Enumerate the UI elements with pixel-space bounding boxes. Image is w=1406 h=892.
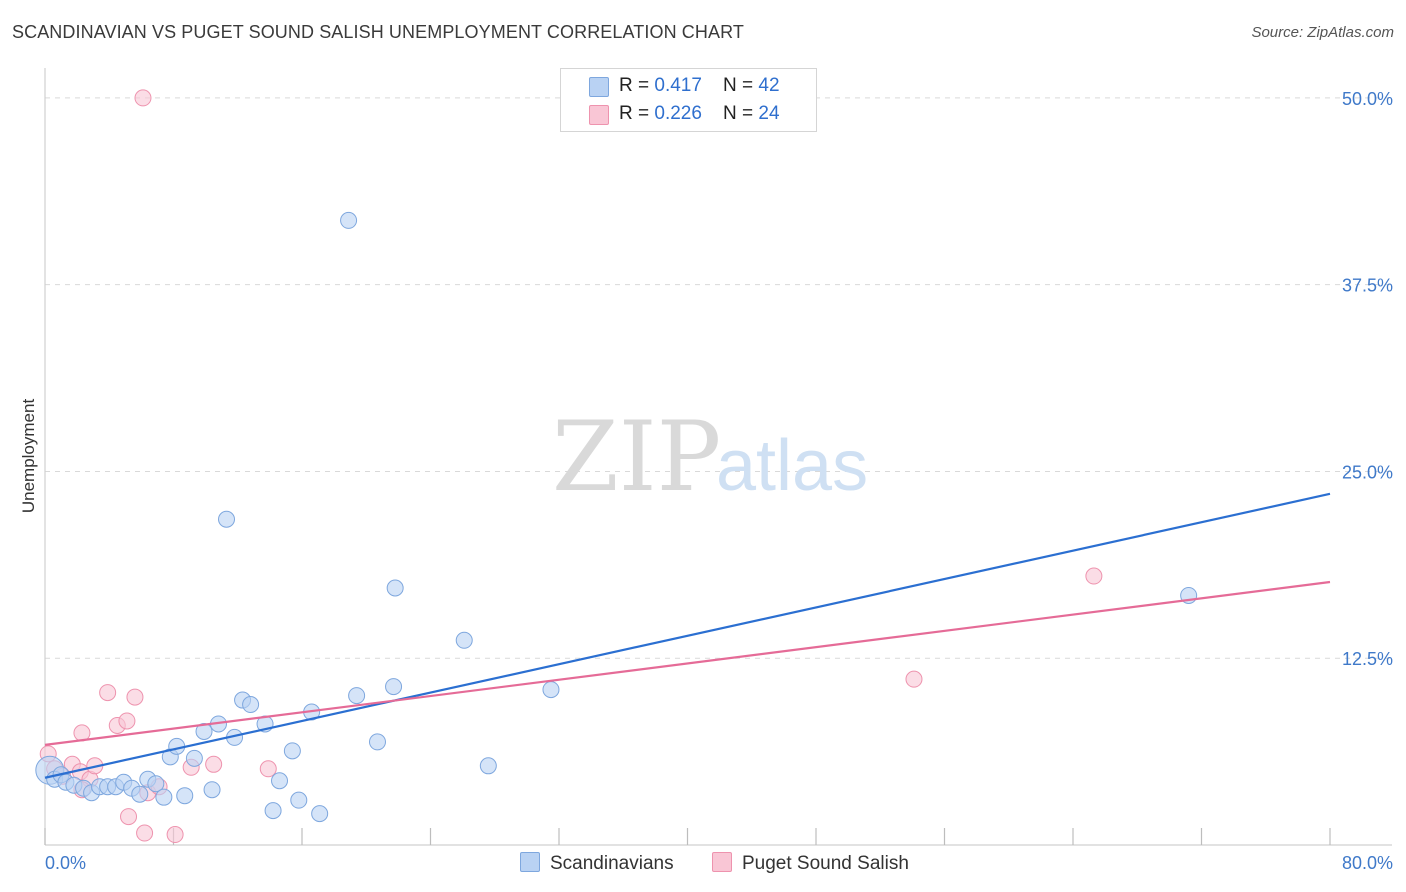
- source-label: Source: ZipAtlas.com: [1251, 24, 1394, 41]
- legend-r-label: R =: [619, 75, 655, 96]
- scandinavian-point: [264, 802, 282, 820]
- bottom-legend-puget-sound-salish[interactable]: Puget Sound Salish: [712, 852, 909, 875]
- puget-sound-salish-point: [259, 760, 277, 778]
- scandinavian-point: [479, 757, 497, 775]
- watermark: ZIP atlas: [552, 401, 868, 513]
- legend-n-label: N =: [723, 75, 759, 96]
- scandinavian-point: [203, 781, 221, 799]
- puget-sound-salish-point: [134, 89, 152, 107]
- legend-n-label: N =: [723, 103, 759, 124]
- puget-sound-salish-point: [99, 684, 117, 702]
- y-tick-label: 37.5%: [1342, 276, 1393, 296]
- legend-swatch-blue: [589, 77, 609, 97]
- y-axis-title: Unemployment: [19, 399, 38, 514]
- scandinavian-point: [283, 742, 301, 760]
- scandinavian-point: [131, 785, 149, 803]
- legend-r-value: 0.226: [654, 103, 702, 124]
- puget-sound-salish-trend-line: [44, 580, 1331, 746]
- bottom-legend-label: Puget Sound Salish: [742, 853, 909, 874]
- legend-r-label: R =: [619, 103, 655, 124]
- puget-sound-salish-point: [120, 808, 138, 826]
- scandinavian-point: [147, 775, 165, 793]
- scandinavians-trend-line: [44, 492, 1331, 779]
- grid-layer: [45, 97, 1392, 659]
- scandinavian-point: [271, 772, 289, 790]
- correlation-legend: R = 0.417 N = 42 R = 0.226 N = 24: [560, 68, 817, 132]
- legend-n-value: 42: [758, 75, 780, 96]
- y-tick-label: 50.0%: [1342, 89, 1393, 109]
- puget-sound-salish-point: [205, 755, 223, 773]
- scandinavian-point: [340, 211, 358, 229]
- y-tick-label: 12.5%: [1342, 649, 1393, 669]
- y-tick-label: 25.0%: [1342, 462, 1393, 482]
- scandinavian-point: [348, 687, 366, 705]
- scandinavian-point: [242, 696, 260, 714]
- legend-swatch-pink: [712, 852, 732, 872]
- scandinavian-point: [385, 678, 403, 696]
- scandinavian-point: [195, 722, 213, 740]
- chart-title: SCANDINAVIAN VS PUGET SOUND SALISH UNEMP…: [12, 22, 744, 42]
- scandinavian-point: [386, 579, 404, 597]
- puget-sound-salish-point: [166, 826, 184, 844]
- legend-swatch-blue: [520, 852, 540, 872]
- scandinavian-point: [311, 805, 329, 823]
- watermark-zip: ZIP: [552, 401, 721, 513]
- scandinavian-point: [290, 791, 308, 809]
- puget-sound-salish-point: [905, 670, 923, 688]
- scandinavians-points: [35, 211, 1198, 823]
- scandinavian-point: [218, 510, 236, 528]
- tick-labels: 12.5% 25.0% 37.5% 50.0% 0.0% 80.0% Unemploymen…: [19, 89, 1393, 873]
- legend-swatch-pink: [589, 105, 609, 125]
- puget-sound-salish-point: [136, 824, 154, 842]
- x-tick-label: 0.0%: [45, 853, 86, 873]
- watermark-atlas: atlas: [716, 426, 868, 506]
- scandinavian-point: [155, 788, 173, 806]
- scandinavian-point: [455, 631, 473, 649]
- legend-r-value: 0.417: [654, 75, 702, 96]
- legend-n-value: 24: [758, 103, 780, 124]
- x-tick-label: 80.0%: [1342, 853, 1393, 873]
- bottom-legend-scandinavians[interactable]: Scandinavians: [520, 852, 674, 875]
- bottom-legend-label: Scandinavians: [550, 853, 674, 874]
- scandinavian-point: [368, 733, 386, 751]
- trend-lines: [44, 492, 1331, 779]
- scandinavian-point: [542, 681, 560, 699]
- puget-sound-salish-point: [126, 688, 144, 706]
- puget-sound-salish-point: [118, 712, 136, 730]
- scandinavian-point: [185, 749, 203, 767]
- scandinavian-point: [176, 787, 194, 805]
- puget-sound-salish-point: [1085, 567, 1103, 585]
